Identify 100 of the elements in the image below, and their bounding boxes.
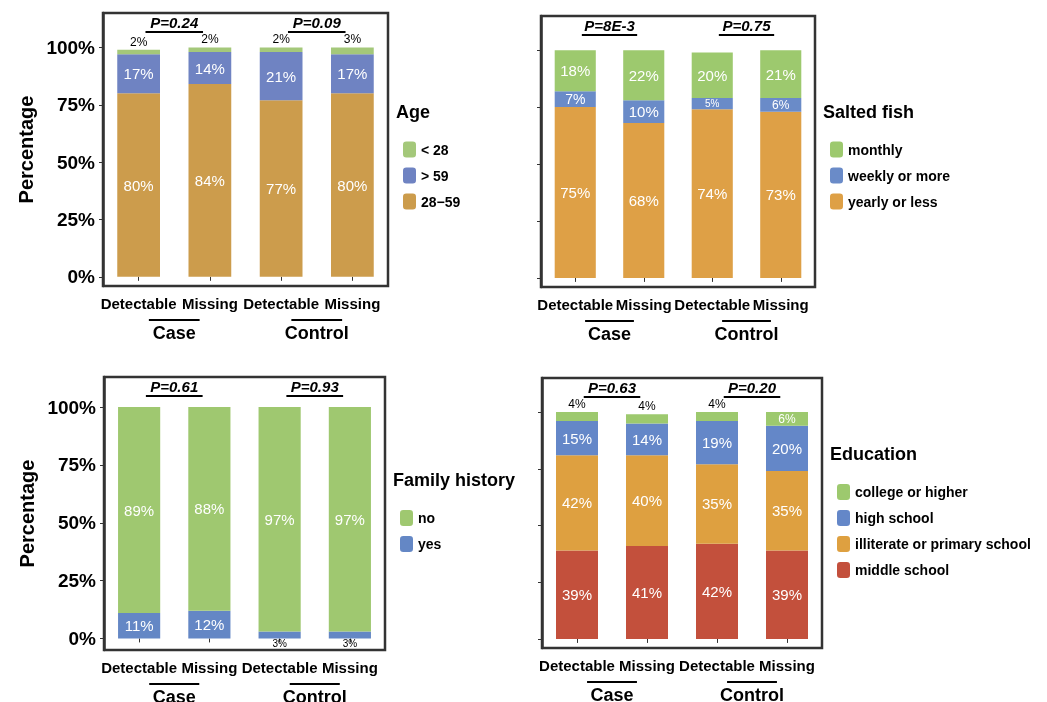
x-tick-label: Missing [615, 296, 672, 313]
data-label: 39% [771, 586, 803, 604]
bar [696, 412, 738, 422]
data-label: 41% [631, 583, 663, 601]
text: Control [284, 323, 349, 343]
bar [117, 93, 160, 277]
data-label: 68% [628, 191, 659, 209]
bar [259, 47, 303, 52]
legend-title: Salted fish [823, 101, 915, 122]
data-label: 6% [772, 97, 790, 112]
data-label: 35% [701, 495, 733, 513]
data-label: 84% [194, 171, 225, 189]
data-label: 4% [638, 399, 656, 414]
legend-title: Education [830, 444, 918, 464]
x-tick-label: Missing [321, 659, 378, 676]
data-label: 21% [765, 65, 796, 83]
data-label: 97% [334, 510, 365, 528]
data-label: 18% [560, 62, 591, 80]
y-tick-label: 0% [68, 627, 97, 649]
bar [259, 52, 303, 101]
data-label: 77% [266, 180, 297, 197]
bar [626, 414, 668, 424]
y-tick-label: 100% [46, 36, 96, 58]
data-label: 88% [194, 500, 225, 518]
data-label: 15% [561, 429, 593, 447]
bar [626, 455, 668, 546]
data-label: 42% [701, 582, 733, 600]
y-tick-label: 0% [67, 266, 96, 288]
bar [188, 47, 232, 52]
data-label: 2% [201, 32, 219, 47]
y-tick-label: 75% [57, 454, 97, 476]
bar [328, 631, 371, 639]
annotation: P=0.93 [290, 378, 340, 395]
annotation: P=0.09 [292, 14, 342, 31]
text: Control [714, 324, 779, 344]
bar [766, 550, 808, 639]
x-tick-label: Detectable [674, 296, 751, 313]
legend-label: < 28 [421, 141, 449, 158]
x-tick-label: Detectable [539, 657, 615, 674]
bar [331, 47, 374, 55]
x-tick-label: Detectable [243, 295, 320, 312]
data-label: 19% [701, 434, 733, 452]
text: Case [587, 324, 632, 344]
data-label: 80% [337, 176, 368, 194]
bar [760, 111, 802, 278]
x-tick-label: Detectable [679, 657, 755, 674]
data-label: 75% [560, 183, 591, 201]
y-tick-label: 75% [56, 94, 96, 116]
legend-label: weekly or more [847, 167, 951, 184]
x-tick-label: Detectable [100, 295, 177, 312]
bar [118, 407, 161, 613]
data-label: 17% [123, 65, 154, 83]
bar [117, 54, 160, 94]
data-label: 4% [708, 397, 726, 412]
x-tick-label: Missing [752, 296, 809, 313]
data-label: 17% [337, 65, 368, 83]
data-label: 20% [697, 66, 728, 84]
x-tick-label: Detectable [241, 659, 318, 676]
legend-label: 28−59 [421, 193, 461, 210]
legend-label: middle school [855, 562, 950, 578]
legend-label: high school [855, 510, 934, 526]
bar [554, 107, 596, 278]
text: Control [720, 685, 784, 702]
bar [691, 52, 733, 98]
data-label: 2% [272, 32, 291, 47]
bar [760, 50, 802, 98]
y-axis-title: Percentage [14, 95, 37, 204]
bar [556, 412, 598, 422]
legend-label: yes [418, 536, 442, 552]
data-label: 80% [123, 176, 154, 194]
bar [626, 545, 668, 639]
data-label: 14% [194, 59, 225, 77]
data-label: 3% [342, 637, 358, 649]
legend-title: Age [396, 101, 431, 122]
data-label: 5% [705, 98, 720, 110]
bar [258, 631, 301, 639]
bar [696, 464, 738, 544]
data-label: 74% [697, 185, 728, 203]
x-tick-label: Detectable [537, 296, 614, 313]
y-tick-label: 50% [57, 512, 97, 534]
y-tick-label: 50% [56, 151, 96, 173]
data-label: 11% [124, 617, 154, 635]
annotation: P=0.75 [722, 17, 772, 34]
data-label: 14% [631, 430, 663, 448]
data-label: 22% [628, 66, 659, 84]
data-label: 4% [568, 397, 586, 412]
x-tick-label: Missing [759, 657, 815, 674]
bar [556, 550, 598, 639]
data-label: 3% [272, 637, 287, 649]
bar [188, 407, 231, 611]
data-label: 42% [561, 494, 593, 512]
legend-label: college or higher [855, 484, 969, 500]
annotation: P=0.63 [588, 379, 637, 396]
bar [331, 54, 374, 94]
annotation: P=8E-3 [584, 17, 636, 34]
bar [328, 407, 371, 632]
x-tick-label: Missing [324, 295, 381, 312]
x-tick-label: Missing [181, 295, 238, 312]
data-label: 35% [771, 502, 803, 520]
legend-label: > 59 [421, 167, 449, 184]
